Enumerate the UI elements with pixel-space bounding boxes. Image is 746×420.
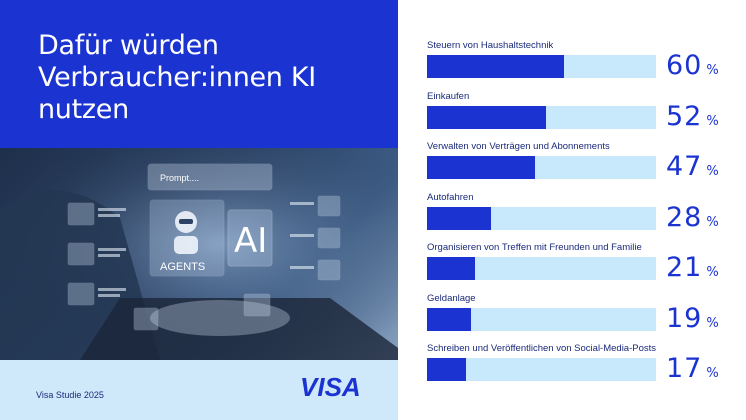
value-unit: % <box>706 366 719 381</box>
robot-label: AGENTS <box>160 261 205 273</box>
value-unit: % <box>706 315 719 331</box>
bar-chart: Steuern von Haushaltstechnik 60% Einkaufen… <box>398 0 746 420</box>
bar-track <box>427 307 656 331</box>
bar-track <box>427 206 656 230</box>
category-label: Organisieren von Treffen mit Freunden un… <box>427 242 642 253</box>
bar <box>427 358 466 381</box>
footer-band <box>0 360 398 420</box>
visa-logo-text: VISA <box>300 372 361 402</box>
value-label: 19% <box>666 303 719 334</box>
visa-logo: VISA <box>300 372 361 402</box>
value-unit: % <box>706 63 719 78</box>
value-number: 28 <box>666 201 703 233</box>
category-label: Verwalten von Verträgen und Abonnements <box>427 141 610 152</box>
category-label: Steuern von Haushaltstechnik <box>427 40 554 51</box>
value-label: 28% <box>666 202 719 233</box>
value-unit: % <box>706 214 719 230</box>
value-number: 17 <box>666 353 703 384</box>
page-title: Dafür würden Verbraucher:innen KI nutzen <box>38 30 316 125</box>
value-unit: % <box>706 113 719 129</box>
value-label: 47% <box>666 151 719 182</box>
bar <box>427 156 535 179</box>
value-number: 52 <box>666 100 703 132</box>
title-panel: Dafür würden Verbraucher:innen KI nutzen <box>0 0 398 148</box>
bar-track <box>427 156 656 179</box>
value-label: 52% <box>666 101 719 132</box>
bar <box>427 307 471 331</box>
bar-track <box>427 358 656 381</box>
prompt-text: Prompt.... <box>160 173 199 183</box>
value-number: 19 <box>666 302 703 334</box>
category-label: Einkaufen <box>427 90 470 102</box>
category-label: Geldanlage <box>427 292 476 304</box>
source-note: Visa Studie 2025 <box>36 390 104 400</box>
chip-label: AI <box>234 221 267 261</box>
bar <box>427 55 565 78</box>
value-unit: % <box>706 265 719 280</box>
category-label: Autofahren <box>427 191 474 203</box>
bar <box>427 105 547 129</box>
bar-track <box>427 257 656 280</box>
hero-image: Prompt.... AGENTS AI <box>0 148 398 360</box>
value-label: 21% <box>666 252 719 283</box>
bar <box>427 206 492 230</box>
ai-agents-illustration: Prompt.... AGENTS AI <box>0 148 398 360</box>
value-label: 60% <box>666 50 719 81</box>
value-number: 21 <box>666 252 703 283</box>
value-number: 60 <box>666 50 703 81</box>
bar-track <box>427 105 656 129</box>
bar-track <box>427 55 656 78</box>
value-unit: % <box>706 164 719 179</box>
value-label: 17% <box>666 353 719 384</box>
category-label: Schreiben und Veröffentlichen von Social… <box>427 343 657 354</box>
bar <box>427 257 476 280</box>
left-panel: Dafür würden Verbraucher:innen KI nutzen… <box>0 0 398 420</box>
value-number: 47 <box>666 151 703 182</box>
